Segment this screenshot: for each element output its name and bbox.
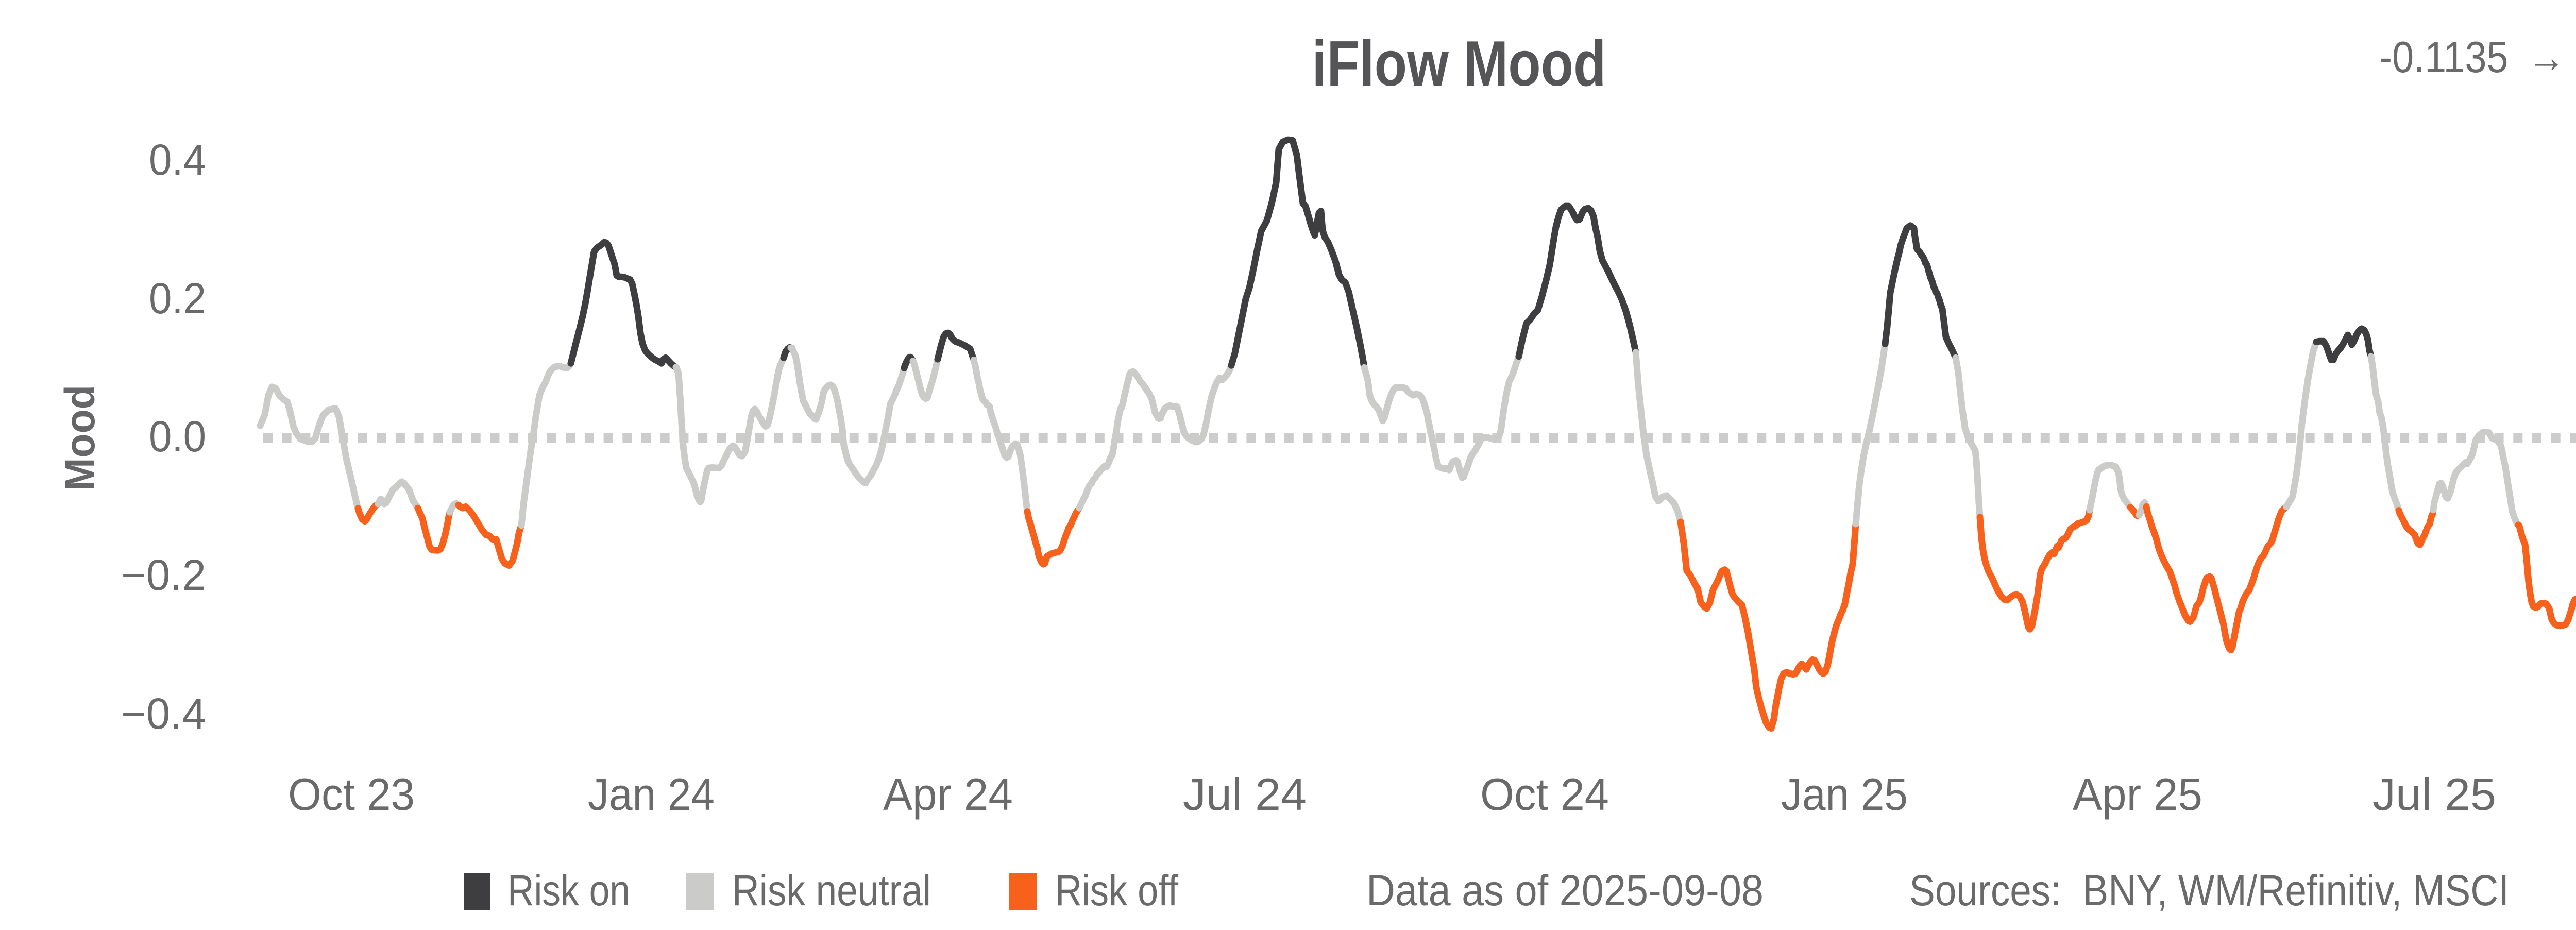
svg-text:Mood: Mood (57, 385, 104, 491)
svg-text:Jan 24: Jan 24 (588, 769, 715, 820)
svg-text:0.4: 0.4 (149, 136, 206, 184)
svg-text:Risk on: Risk on (507, 866, 630, 915)
svg-text:Sources: BNY, WM/Refinitiv, M: Sources: BNY, WM/Refinitiv, MSCI (1909, 866, 2509, 915)
svg-text:Jul 24: Jul 24 (1183, 769, 1307, 820)
svg-text:Jul 25: Jul 25 (2372, 769, 2496, 820)
svg-text:Risk off: Risk off (1055, 866, 1179, 915)
svg-text:0.2: 0.2 (149, 274, 206, 323)
svg-text:iFlow Mood: iFlow Mood (1312, 28, 1606, 99)
svg-text:Oct 24: Oct 24 (1480, 769, 1609, 820)
svg-text:Oct 23: Oct 23 (288, 769, 415, 820)
svg-text:Jan 25: Jan 25 (1781, 769, 1908, 820)
svg-text:-0.1135 → risk off: -0.1135 → risk off (2379, 33, 2576, 82)
svg-text:Apr 25: Apr 25 (2073, 769, 2202, 820)
svg-text:Risk neutral: Risk neutral (732, 866, 931, 915)
svg-text:Apr 24: Apr 24 (883, 769, 1013, 820)
svg-text:0.0: 0.0 (149, 412, 206, 461)
svg-text:−0.4: −0.4 (121, 689, 206, 738)
svg-text:Data as of 2025-09-08: Data as of 2025-09-08 (1366, 866, 1764, 915)
svg-text:−0.2: −0.2 (121, 551, 206, 599)
